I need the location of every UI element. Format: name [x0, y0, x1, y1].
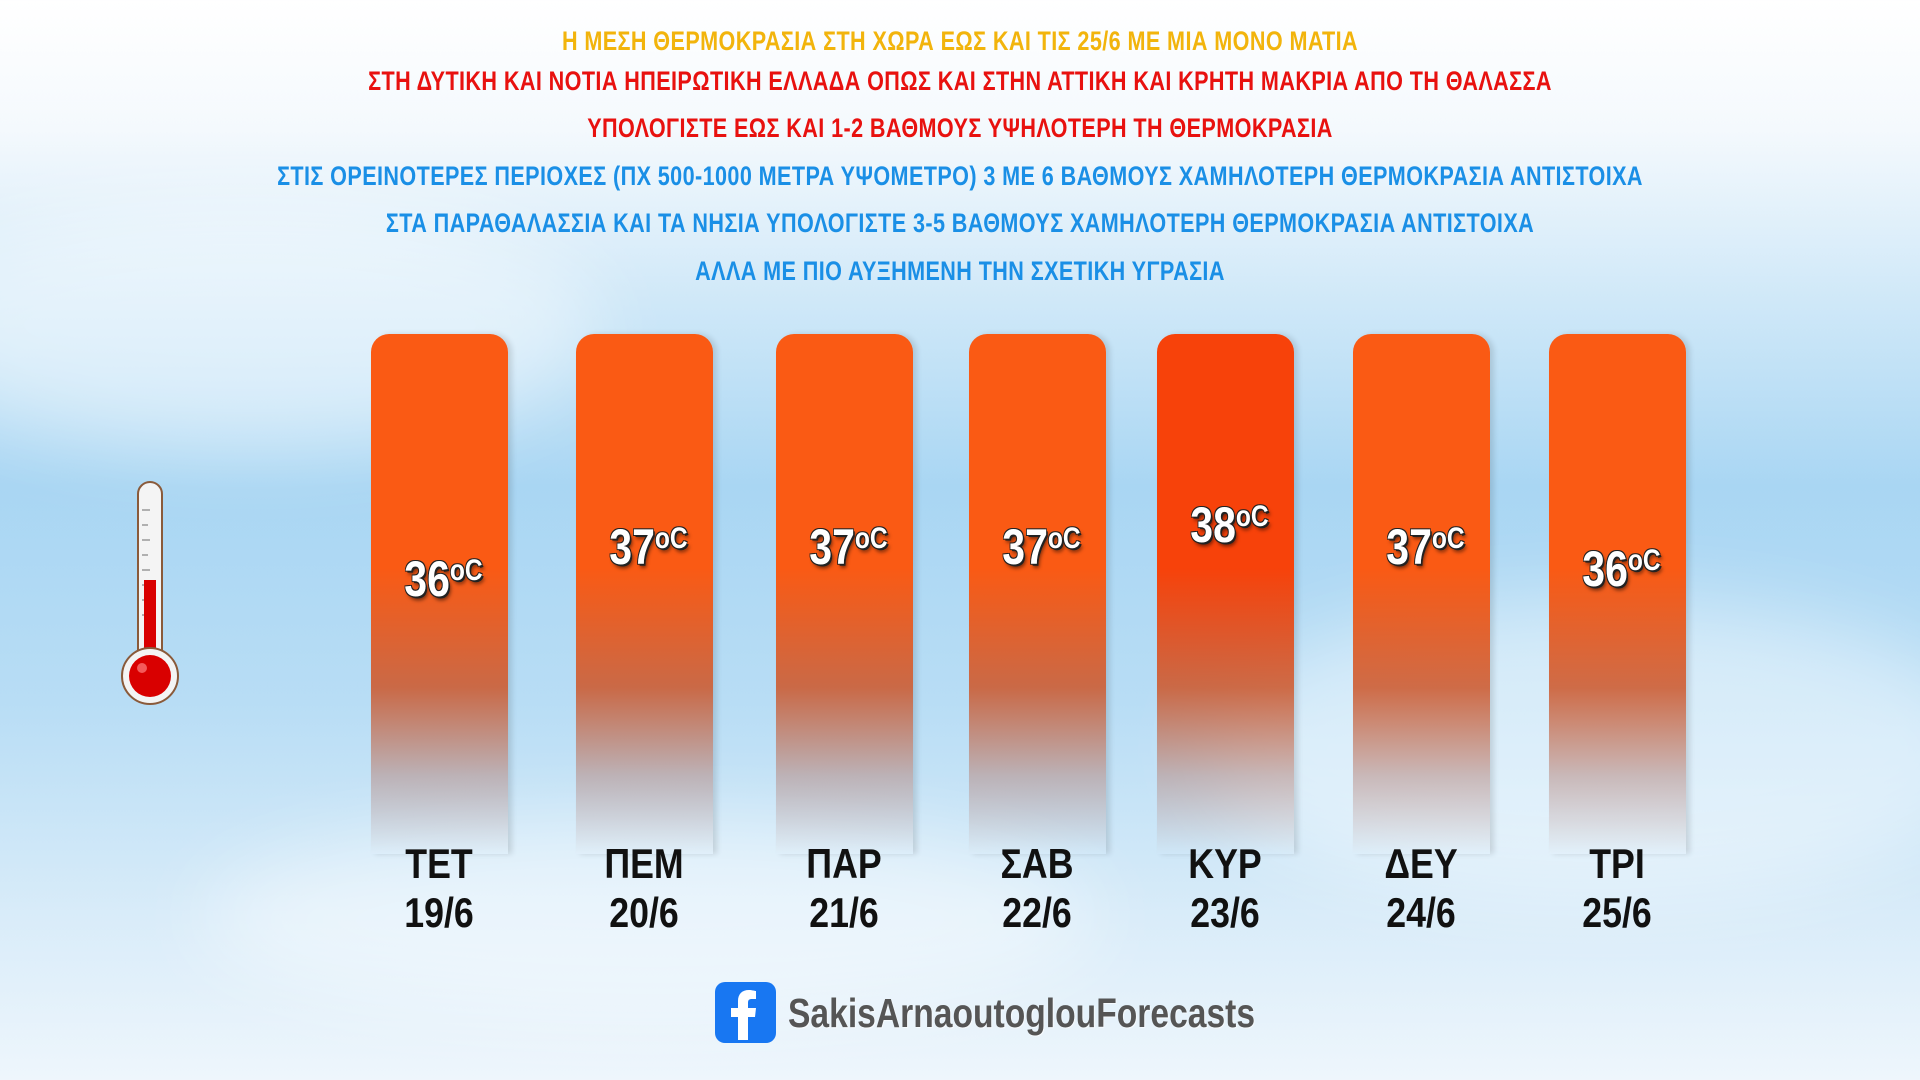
- temperature-bar: [1353, 334, 1490, 854]
- temperature-bar: [1157, 334, 1294, 854]
- temperature-value: 37: [809, 519, 855, 575]
- temperature-bar: [1549, 334, 1686, 854]
- degree-unit: oC: [1047, 522, 1081, 555]
- date-label: 19/6: [404, 889, 474, 936]
- date-label: 25/6: [1582, 889, 1652, 936]
- facebook-icon: [715, 982, 776, 1043]
- header-line: ΣΤΙΣ ΟΡΕΙΝΟΤΕΡΕΣ ΠΕΡΙΟΧΕΣ (ΠΧ 500-1000 Μ…: [277, 161, 1643, 191]
- temperature-label: 37oC: [1369, 518, 1481, 576]
- date-label: 22/6: [1002, 889, 1072, 936]
- date-label: 20/6: [609, 889, 679, 936]
- temperature-value: 38: [1190, 497, 1236, 553]
- temperature-value: 37: [609, 519, 655, 575]
- temperature-bar: [969, 334, 1106, 854]
- day-label: ΤΕΤ: [405, 840, 473, 887]
- day-label: ΤΡΙ: [1589, 840, 1645, 887]
- temperature-label: 37oC: [985, 518, 1097, 576]
- degree-unit: oC: [854, 522, 888, 555]
- temperature-label: 37oC: [592, 518, 704, 576]
- temperature-bar: [576, 334, 713, 854]
- degree-unit: oC: [1235, 500, 1269, 533]
- degree-unit: oC: [654, 522, 688, 555]
- day-label: ΠΑΡ: [806, 840, 882, 887]
- degree-unit: oC: [1431, 522, 1465, 555]
- day-label: ΣΑΒ: [1000, 840, 1074, 887]
- temperature-bar: [371, 334, 508, 854]
- day-label: ΠΕΜ: [604, 840, 684, 887]
- header-line: ΑΛΛΑ ΜΕ ΠΙΟ ΑΥΞΗΜΕΝΗ ΤΗΝ ΣΧΕΤΙΚΗ ΥΓΡΑΣΙΑ: [695, 256, 1225, 286]
- facebook-page-name: SakisArnaoutoglouForecasts: [788, 990, 1256, 1036]
- temperature-bar: [776, 334, 913, 854]
- temperature-label: 38oC: [1173, 496, 1285, 554]
- temperature-label: 36oC: [387, 550, 499, 608]
- day-label: ΔΕΥ: [1384, 840, 1458, 887]
- date-label: 21/6: [809, 889, 879, 936]
- header-line: Η ΜΕΣΗ ΘΕΡΜΟΚΡΑΣΙΑ ΣΤΗ ΧΩΡΑ ΕΩΣ ΚΑΙ ΤΙΣ …: [561, 26, 1359, 56]
- temperature-label: 37oC: [792, 518, 904, 576]
- thermometer-icon: [121, 481, 179, 705]
- temperature-value: 37: [1386, 519, 1432, 575]
- temperature-value: 36: [404, 551, 450, 607]
- degree-unit: oC: [449, 554, 483, 587]
- header-line: ΣΤΗ ΔΥΤΙΚΗ ΚΑΙ ΝΟΤΙΑ ΗΠΕΙΡΩΤΙΚΗ ΕΛΛΑΔΑ Ο…: [368, 66, 1552, 96]
- temperature-label: 36oC: [1565, 540, 1677, 598]
- degree-unit: oC: [1627, 544, 1661, 577]
- header-line: ΥΠΟΛΟΓΙΣΤΕ ΕΩΣ ΚΑΙ 1-2 ΒΑΘΜΟΥΣ ΥΨΗΛΟΤΕΡΗ…: [587, 113, 1333, 143]
- day-label: ΚΥΡ: [1188, 840, 1262, 887]
- temperature-value: 37: [1002, 519, 1048, 575]
- date-label: 23/6: [1190, 889, 1260, 936]
- temperature-value: 36: [1582, 541, 1628, 597]
- header-line: ΣΤΑ ΠΑΡΑΘΑΛΑΣΣΙΑ ΚΑΙ ΤΑ ΝΗΣΙΑ ΥΠΟΛΟΓΙΣΤΕ…: [385, 208, 1535, 238]
- date-label: 24/6: [1386, 889, 1456, 936]
